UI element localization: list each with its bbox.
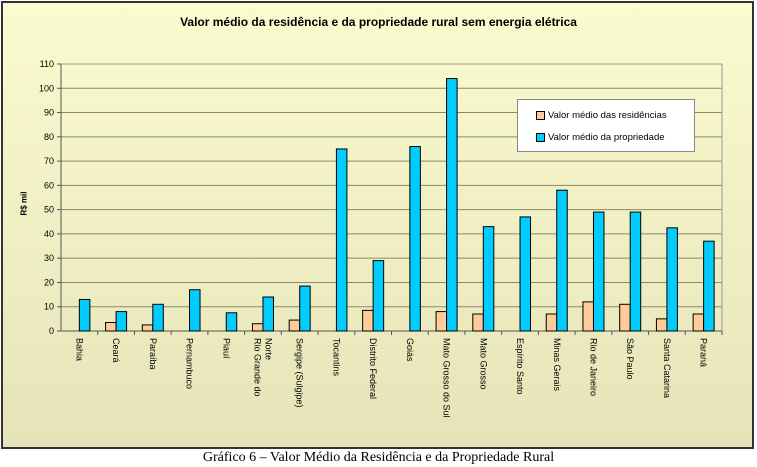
x-tick-label: Bahia xyxy=(74,338,84,361)
bar-residencias xyxy=(435,311,448,332)
bar-propriedade xyxy=(78,298,91,332)
bar-propriedade xyxy=(666,227,678,332)
x-tick-label: Rio de Janeiro xyxy=(588,338,598,396)
x-tick-label: Sergipe (Sulgipe) xyxy=(295,338,305,408)
bar-propriedade xyxy=(225,312,238,332)
x-tick-label: Santa Catarina xyxy=(662,338,672,398)
figure-caption: Gráfico 6 – Valor Médio da Residência e … xyxy=(202,450,555,465)
bar-residencias xyxy=(692,313,705,332)
plot-area: 0 10 20 30 40 50 60 70 80 90 100 110 Bahia Ceará Paraí… xyxy=(39,59,723,418)
y-tick-label: 50 xyxy=(44,205,54,215)
y-tick-label: 70 xyxy=(44,156,54,166)
bar-residencias xyxy=(105,322,117,332)
bar-propriedade xyxy=(519,216,532,332)
y-tick-label: 40 xyxy=(44,229,54,239)
y-tick-label: 0 xyxy=(49,326,54,336)
bar-propriedade xyxy=(152,303,164,332)
legend-item-propriedade: Valor médio da propriedade xyxy=(536,132,665,143)
y-tick-label: 100 xyxy=(39,83,54,93)
x-tick-label: Mato Grosso xyxy=(478,338,488,390)
x-tick-label: Pernambuco xyxy=(185,338,195,389)
x-tick-label: Tocantins xyxy=(331,338,341,377)
legend-item-residencias: Valor médio das residências xyxy=(536,110,667,121)
legend-label: Valor médio das residências xyxy=(548,110,667,121)
x-tick-label: Goiás xyxy=(405,338,415,362)
x-tick-label: Minas Gerais xyxy=(552,338,562,392)
bar-propriedade xyxy=(409,146,421,332)
bar-residencias xyxy=(655,318,668,332)
bar-residencias xyxy=(362,309,374,332)
x-tick-label: Rio Grande do xyxy=(252,338,262,397)
y-tick-label: 110 xyxy=(40,59,54,69)
legend-swatch xyxy=(536,133,545,142)
bar-residencias xyxy=(619,303,631,332)
y-tick-label: 30 xyxy=(44,253,54,263)
bar-residencias xyxy=(251,323,264,332)
bar-propriedade xyxy=(629,211,642,332)
bar-propriedade xyxy=(482,226,495,332)
x-tick-label: Norte xyxy=(263,338,273,360)
y-tick-label: 20 xyxy=(44,277,54,287)
x-tick-label: São Paulo xyxy=(625,338,635,380)
y-tick-label: 80 xyxy=(44,132,54,142)
bar-propriedade xyxy=(556,189,568,332)
bar-propriedade xyxy=(703,240,715,332)
bar-residencias xyxy=(582,301,594,332)
bar-propriedade xyxy=(372,260,385,332)
bar-propriedade xyxy=(262,296,274,332)
bar-residencias xyxy=(472,313,484,332)
x-tick-label: Espírito Santo xyxy=(515,338,525,395)
chart-frame xyxy=(1,1,754,449)
bar-propriedade xyxy=(446,78,458,332)
x-tick-label: Distrito Federal xyxy=(368,338,378,399)
y-tick-label: 10 xyxy=(44,302,54,312)
x-tick-label: Ceará xyxy=(111,338,121,363)
chart-title: Valor médio da residência e da proprieda… xyxy=(180,15,577,29)
bar-propriedade xyxy=(592,211,605,332)
bar-propriedade xyxy=(115,311,128,332)
bar-propriedade xyxy=(299,285,311,332)
x-tick-label: Mato Grosso do Sul xyxy=(442,338,452,418)
legend-label: Valor médio da propriedade xyxy=(548,132,665,143)
bar-residencias xyxy=(288,319,301,332)
x-tick-label: Paraíba xyxy=(148,338,158,370)
bar-residencias xyxy=(141,324,154,332)
legend-swatch xyxy=(536,111,545,120)
x-tick-label: Paraná xyxy=(699,338,709,367)
bar-propriedade xyxy=(335,148,348,332)
y-tick-label: 90 xyxy=(44,108,54,118)
y-tick-label: 60 xyxy=(44,180,54,190)
bar-residencias xyxy=(545,313,558,332)
bar-propriedade xyxy=(189,289,201,332)
x-tick-label: Piauí xyxy=(221,338,231,359)
legend: Valor médio das residências Valor médio … xyxy=(517,99,695,152)
